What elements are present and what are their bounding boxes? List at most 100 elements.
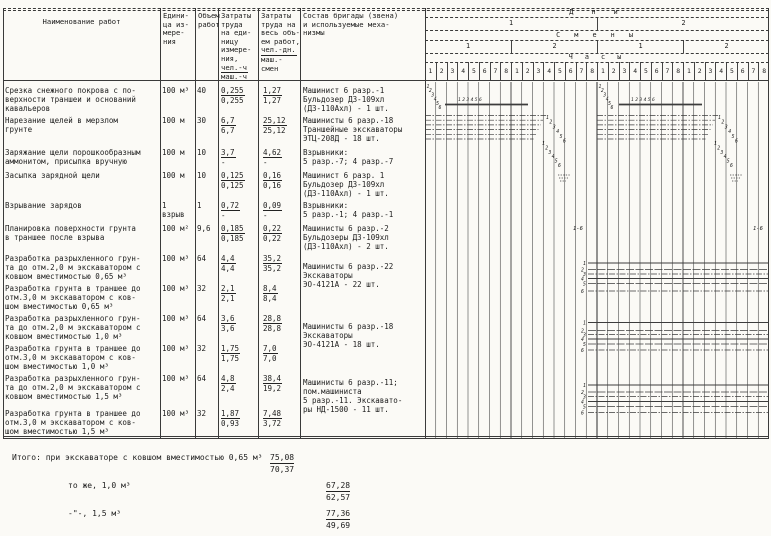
svg-text:5: 5 [560, 134, 563, 140]
hour-number: 3 [704, 62, 716, 80]
hour-number: 6 [736, 62, 748, 80]
value-fraction: 0,22 0,22 [263, 224, 300, 243]
value-top: 0,185 [221, 224, 245, 234]
svg-text:1-6: 1-6 [753, 226, 764, 232]
value-top: 0,22 [263, 224, 283, 234]
crew-text: Машинисты 6 разр.-18 Траншейные экскават… [303, 116, 403, 143]
svg-text:3: 3 [719, 150, 723, 156]
value-fraction: 4,62- [263, 148, 300, 167]
value-fraction: 7,48 3,72 [263, 409, 300, 428]
total-15-values: 77,36 49,69 [326, 508, 351, 531]
svg-text:1: 1 [542, 141, 545, 147]
unit: 100 м³ [162, 374, 190, 383]
svg-text:1: 1 [583, 320, 586, 326]
value-fraction: 1,27 1,27 [263, 86, 300, 105]
crew-cell [300, 409, 425, 436]
crew-text: Взрывники: 5 разр.-1; 4 разр.-1 [303, 201, 394, 219]
unit: 100 м³ [162, 254, 190, 263]
header-bottom-border [3, 80, 769, 81]
labor-total: 25,12 25,12 [258, 116, 300, 145]
value-top: 0,255 [221, 86, 245, 96]
work-name: Заряжание щели порошкообразным аммонитом… [5, 148, 141, 166]
hour-number: 5 [554, 62, 565, 80]
svg-text:6: 6 [439, 105, 442, 111]
hour-number: 5 [640, 62, 651, 80]
total-15-machineshifts: 49,69 [326, 521, 351, 530]
volume: 64 [197, 314, 207, 323]
value-top: 25,12 [263, 116, 287, 126]
total-065: Итого: при экскаваторе с ковшом вместимо… [12, 452, 350, 475]
svg-text:5: 5 [475, 97, 478, 103]
value-fraction: 0,255 0,255 [221, 86, 258, 105]
value-bottom: 0,16 [263, 181, 282, 190]
work-row: Взрывание зарядов 1 взрыв 1 0,72-0,09- Взрыв… [3, 201, 425, 221]
crew-cell: Машинисты 6 разр.-18 Экскаваторы ЭО-4121… [300, 314, 425, 349]
value-bottom: 0,93 [221, 419, 240, 428]
value-top: 1,27 [263, 86, 283, 96]
work-row: Разработка разрыхленного грун- та до отм… [3, 254, 425, 289]
crew-cell: Машинисты 6 разр.-22 Экскаваторы ЭО-4121… [300, 254, 425, 289]
svg-text:4: 4 [606, 97, 609, 103]
hour-number: 7 [575, 62, 587, 80]
value-top: 4,4 [221, 254, 236, 264]
work-name: Разработка разрыхленного грун- та до отм… [5, 374, 141, 401]
svg-text:4: 4 [581, 399, 584, 405]
col-border-1 [160, 8, 161, 438]
labor-per-unit: 4,4 4,4 [218, 254, 258, 281]
labor-per-unit: 1,75 1,75 [218, 344, 258, 371]
value-bottom: 0,22 [263, 234, 282, 243]
volume: 32 [197, 409, 207, 418]
unit: 100 м³ [162, 344, 190, 353]
total-15-label: -"-, 1,5 м³ [68, 509, 121, 518]
value-bottom: 2,4 [221, 384, 235, 393]
svg-text:4: 4 [556, 129, 559, 135]
gantt-header-line-1 [425, 17, 769, 18]
value-top: 38,4 [263, 374, 283, 384]
crew-cell [300, 344, 425, 371]
value-top: 7,48 [263, 409, 283, 419]
hour-number: 7 [489, 62, 501, 80]
svg-text:6: 6 [558, 163, 561, 169]
labor-per-unit: 4,8 2,4 [218, 374, 258, 406]
crew-cell [300, 284, 425, 311]
total-10-machineshifts: 62,57 [326, 493, 351, 502]
hour-number: 3 [446, 62, 458, 80]
volume: 32 [197, 344, 207, 353]
crew-cell: Взрывники: 5 разр.-7; 4 разр.-7 [300, 148, 425, 168]
volume: 10 [197, 148, 207, 157]
value-bottom: 2,1 [221, 294, 235, 303]
hour-number: 3 [532, 62, 544, 80]
svg-text:3: 3 [724, 124, 728, 130]
unit: 100 м² [162, 224, 190, 233]
svg-text:1: 1 [583, 383, 586, 389]
unit: 100 м³ [162, 409, 190, 418]
unit: 100 м³ [162, 314, 190, 323]
col-border-3 [218, 8, 219, 438]
labor-total: 4,62- [258, 148, 300, 168]
value-fraction: 4,4 4,4 [221, 254, 258, 273]
svg-text:4: 4 [471, 97, 474, 103]
hour-number: 2 [693, 62, 705, 80]
volume: 30 [197, 116, 207, 125]
header-machinehours-label: маш.-ч [221, 72, 247, 82]
gantt-header-line-2 [425, 30, 769, 31]
work-schedule-table: Наименование работ Едини- ца из- мере- н… [3, 8, 769, 439]
volume: 9,6 [197, 224, 211, 233]
svg-text:2: 2 [462, 97, 465, 103]
labor-per-unit: 6,7 6,7 [218, 116, 258, 145]
work-name: Взрывание зарядов [5, 201, 82, 210]
work-row: Нарезание щелей в мерзлом грунте 100 м 30 6… [3, 116, 425, 145]
header-machineshifts-label: маш.-смен [261, 54, 283, 73]
svg-text:3: 3 [465, 97, 469, 103]
svg-text:3: 3 [547, 150, 551, 156]
svg-text:1: 1 [631, 97, 634, 103]
work-row: Заряжание щели порошкообразным аммонитом… [3, 148, 425, 168]
volume: 1 [197, 201, 202, 210]
svg-text:4: 4 [728, 129, 731, 135]
hour-number: 4 [629, 62, 640, 80]
crew-cell: Машинисты 6 разр.-18 Траншейные экскават… [300, 116, 425, 145]
value-fraction: 3,6 3,6 [221, 314, 258, 333]
svg-text:3: 3 [582, 332, 586, 338]
table-top-border-2 [3, 10, 769, 11]
value-bottom: 3,6 [221, 324, 235, 333]
